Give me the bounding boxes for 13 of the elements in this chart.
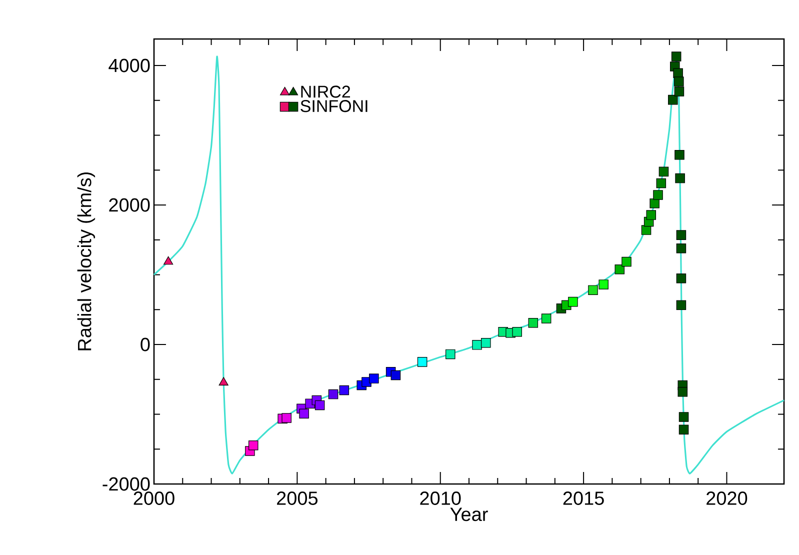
legend-label: NIRC2 [301,86,350,98]
x-tick-label: 2000 [134,492,174,505]
y-tick-label: -2000 [102,477,150,491]
x-tick-label: 2010 [420,492,461,505]
x-tick-label: 2015 [563,492,604,505]
x-tick-label: 2005 [277,492,318,505]
y-axis-title: Radial velocity (km/s) [77,172,96,350]
y-tick-label: 4000 [108,58,150,72]
y-tick-label: 0 [140,338,150,352]
legend-label: SINFONI [300,100,368,112]
y-tick-label: 2000 [109,198,150,212]
x-tick-label: 2020 [706,492,748,505]
x-axis-title: Year [450,508,488,522]
